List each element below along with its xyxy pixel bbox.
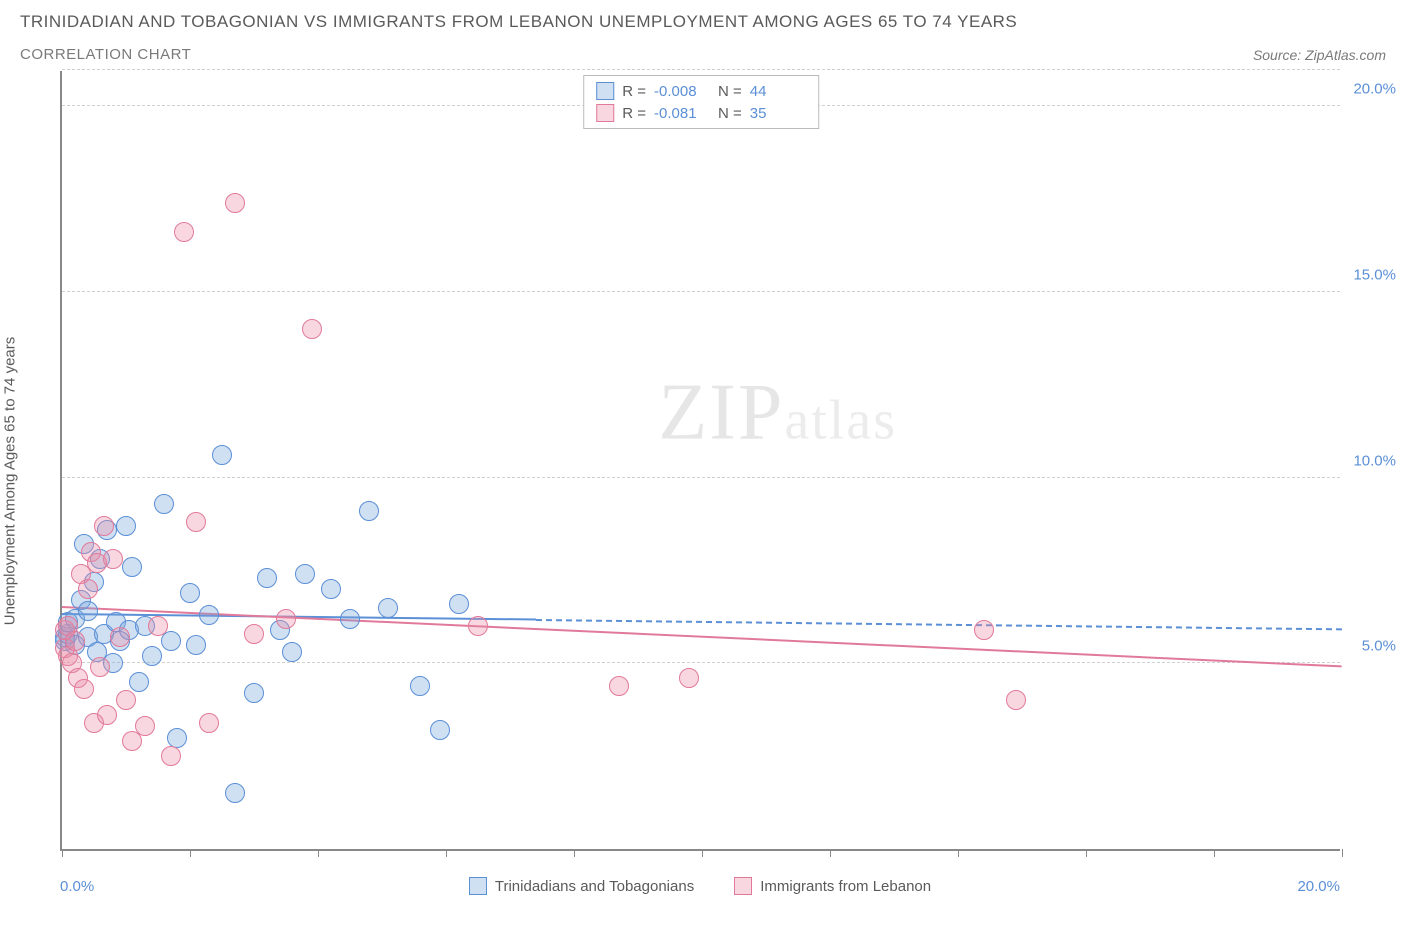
- x-tick: [62, 849, 63, 857]
- legend-swatch: [596, 104, 614, 122]
- r-label: R =: [622, 105, 646, 122]
- series-legend: Trinidadians and Tobagonians Immigrants f…: [60, 877, 1340, 895]
- data-point: [167, 728, 187, 748]
- data-point: [94, 516, 114, 536]
- data-point: [295, 564, 315, 584]
- data-point: [321, 579, 341, 599]
- n-label: N =: [718, 83, 742, 100]
- n-label: N =: [718, 105, 742, 122]
- data-point: [679, 668, 699, 688]
- data-point: [1006, 690, 1026, 710]
- data-point: [212, 445, 232, 465]
- data-point: [199, 605, 219, 625]
- stats-legend: R = -0.008 N = 44 R = -0.081 N = 35: [583, 75, 819, 129]
- data-point: [430, 720, 450, 740]
- y-tick-label: 15.0%: [1353, 266, 1396, 283]
- gridline: [62, 69, 1340, 70]
- x-tick: [958, 849, 959, 857]
- legend-swatch: [596, 82, 614, 100]
- legend-label: Trinidadians and Tobagonians: [495, 878, 694, 895]
- stats-legend-row: R = -0.081 N = 35: [596, 102, 806, 124]
- gridline: [62, 662, 1340, 663]
- data-point: [90, 657, 110, 677]
- x-tick: [830, 849, 831, 857]
- data-point: [186, 512, 206, 532]
- data-point: [340, 609, 360, 629]
- data-point: [78, 579, 98, 599]
- y-tick-label: 10.0%: [1353, 452, 1396, 469]
- data-point: [244, 624, 264, 644]
- trend-line-dashed: [536, 619, 1342, 630]
- r-value: -0.008: [654, 83, 710, 100]
- data-point: [378, 598, 398, 618]
- plot-area: ZIPatlas R = -0.008 N = 44 R = -0.081 N = 3…: [60, 71, 1340, 851]
- y-tick-label: 5.0%: [1362, 638, 1396, 655]
- data-point: [161, 746, 181, 766]
- data-point: [199, 713, 219, 733]
- gridline: [62, 291, 1340, 292]
- data-point: [78, 601, 98, 621]
- r-label: R =: [622, 83, 646, 100]
- data-point: [154, 494, 174, 514]
- x-tick: [574, 849, 575, 857]
- data-point: [276, 609, 296, 629]
- data-point: [110, 627, 130, 647]
- watermark: ZIPatlas: [658, 368, 897, 459]
- data-point: [174, 222, 194, 242]
- data-point: [244, 683, 264, 703]
- data-point: [135, 716, 155, 736]
- source-attribution: Source: ZipAtlas.com: [1253, 47, 1386, 63]
- data-point: [468, 616, 488, 636]
- stats-legend-row: R = -0.008 N = 44: [596, 80, 806, 102]
- legend-swatch: [734, 877, 752, 895]
- data-point: [74, 679, 94, 699]
- data-point: [148, 616, 168, 636]
- data-point: [302, 319, 322, 339]
- chart-title: TRINIDADIAN AND TOBAGONIAN VS IMMIGRANTS…: [20, 12, 1386, 32]
- data-point: [359, 501, 379, 521]
- data-point: [449, 594, 469, 614]
- data-point: [142, 646, 162, 666]
- data-point: [65, 631, 85, 651]
- x-tick: [318, 849, 319, 857]
- gridline: [62, 477, 1340, 478]
- data-point: [257, 568, 277, 588]
- r-value: -0.081: [654, 105, 710, 122]
- chart-subtitle: CORRELATION CHART: [20, 46, 191, 63]
- x-tick: [1342, 849, 1343, 857]
- y-axis-label: Unemployment Among Ages 65 to 74 years: [2, 337, 19, 626]
- data-point: [122, 557, 142, 577]
- data-point: [180, 583, 200, 603]
- x-tick: [446, 849, 447, 857]
- n-value: 44: [750, 83, 806, 100]
- legend-item: Immigrants from Lebanon: [734, 877, 931, 895]
- n-value: 35: [750, 105, 806, 122]
- data-point: [186, 635, 206, 655]
- data-point: [282, 642, 302, 662]
- x-tick: [1086, 849, 1087, 857]
- data-point: [103, 549, 123, 569]
- x-tick: [702, 849, 703, 857]
- y-tick-label: 20.0%: [1353, 81, 1396, 98]
- data-point: [225, 783, 245, 803]
- legend-swatch: [469, 877, 487, 895]
- data-point: [116, 690, 136, 710]
- data-point: [129, 672, 149, 692]
- correlation-chart: Unemployment Among Ages 65 to 74 years Z…: [20, 71, 1386, 891]
- data-point: [974, 620, 994, 640]
- data-point: [410, 676, 430, 696]
- data-point: [609, 676, 629, 696]
- data-point: [116, 516, 136, 536]
- data-point: [97, 705, 117, 725]
- legend-item: Trinidadians and Tobagonians: [469, 877, 694, 895]
- legend-label: Immigrants from Lebanon: [760, 878, 931, 895]
- x-tick: [190, 849, 191, 857]
- x-tick: [1214, 849, 1215, 857]
- data-point: [225, 193, 245, 213]
